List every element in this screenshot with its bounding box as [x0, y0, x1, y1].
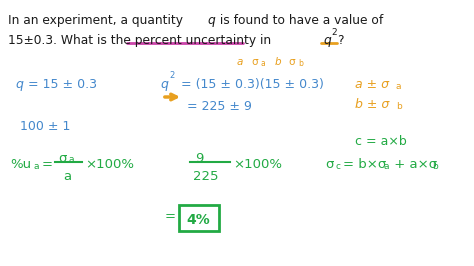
- Text: 2: 2: [169, 71, 174, 80]
- Text: a: a: [237, 57, 243, 67]
- Text: a: a: [384, 162, 390, 171]
- Text: 9: 9: [195, 152, 203, 165]
- Text: is found to have a value of: is found to have a value of: [216, 14, 383, 27]
- Text: q: q: [207, 14, 215, 27]
- Text: = 15 ± 0.3: = 15 ± 0.3: [24, 78, 97, 91]
- Text: σ: σ: [58, 152, 66, 165]
- Text: 15±0.3. What is the percent uncertainty in: 15±0.3. What is the percent uncertainty …: [8, 34, 275, 47]
- Text: = 225 ± 9: = 225 ± 9: [187, 100, 252, 113]
- Text: 225: 225: [193, 170, 219, 183]
- Text: b: b: [275, 57, 282, 67]
- Text: b: b: [396, 102, 402, 111]
- Text: ?: ?: [337, 34, 344, 47]
- Text: a: a: [63, 170, 71, 183]
- Text: q: q: [323, 34, 331, 47]
- Text: ×100%: ×100%: [233, 158, 282, 171]
- Text: q: q: [160, 78, 168, 91]
- Text: σ: σ: [325, 158, 333, 171]
- Text: a: a: [34, 162, 39, 171]
- Text: b: b: [298, 59, 303, 68]
- Text: σ: σ: [251, 57, 258, 67]
- Text: a: a: [69, 155, 74, 164]
- Text: c: c: [336, 162, 341, 171]
- Text: a: a: [261, 59, 266, 68]
- Text: σ: σ: [288, 57, 295, 67]
- Text: b: b: [432, 162, 438, 171]
- Text: q: q: [15, 78, 23, 91]
- Text: = b×σ: = b×σ: [343, 158, 386, 171]
- Text: 100 ± 1: 100 ± 1: [20, 120, 70, 133]
- Text: 2: 2: [331, 28, 337, 37]
- Text: c = a×b: c = a×b: [355, 135, 407, 148]
- FancyBboxPatch shape: [179, 205, 219, 231]
- Text: =: =: [165, 210, 176, 223]
- Text: In an experiment, a quantity: In an experiment, a quantity: [8, 14, 187, 27]
- Text: ×100%: ×100%: [85, 158, 134, 171]
- Text: a: a: [396, 82, 401, 91]
- Text: 4%: 4%: [186, 213, 210, 227]
- Text: =: =: [42, 158, 53, 171]
- Text: + a×σ: + a×σ: [390, 158, 437, 171]
- Text: a ± σ: a ± σ: [355, 78, 389, 91]
- Text: = (15 ± 0.3)(15 ± 0.3): = (15 ± 0.3)(15 ± 0.3): [177, 78, 324, 91]
- Text: b ± σ: b ± σ: [355, 98, 389, 111]
- Text: %u: %u: [10, 158, 31, 171]
